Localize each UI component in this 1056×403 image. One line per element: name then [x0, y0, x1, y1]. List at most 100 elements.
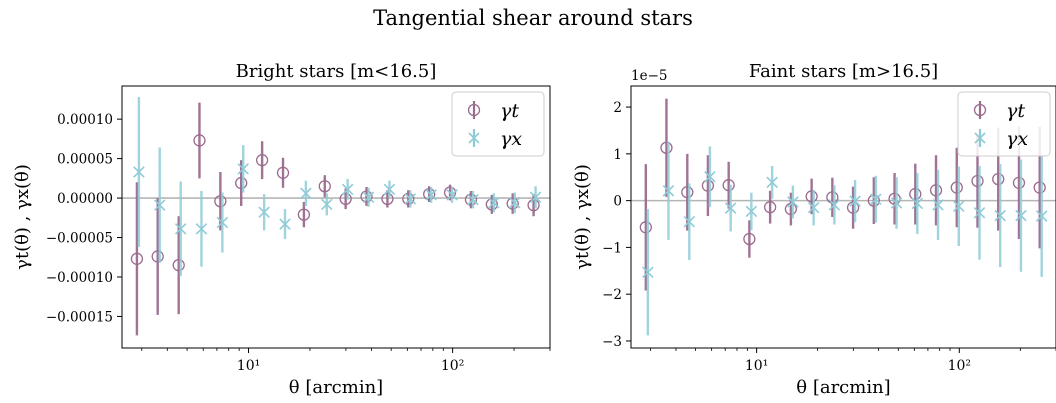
x-tick-label: 10¹: [237, 358, 260, 374]
data-point: [724, 202, 737, 214]
legend-marker-x: [974, 132, 986, 144]
data-point: [214, 195, 227, 208]
data-point: [341, 183, 354, 196]
legend-label: γx: [500, 128, 522, 150]
legend-frame: [451, 91, 545, 157]
data-point: [488, 197, 500, 209]
gamma-x-series: [642, 141, 1048, 336]
y-offset-text: 1e−5: [631, 68, 667, 84]
data-point: [929, 184, 943, 197]
data-point: [1012, 176, 1026, 189]
data-point: [508, 197, 521, 209]
data-point: [425, 189, 437, 201]
data-point: [258, 206, 270, 219]
data-point: [321, 198, 333, 211]
faint-stars-panel: 10¹ 10² 2 1 0 −1 −2 −3 1e−5 Faint stars [m>16.5] θ…: [572, 61, 1056, 398]
axes-frame: [630, 85, 1056, 349]
y-tick-label: −0.00015: [46, 309, 113, 325]
data-point: [193, 134, 206, 147]
y-axis-label: γt(θ) , γx(θ): [12, 164, 33, 270]
axes-frame: [121, 85, 551, 349]
data-point: [662, 185, 675, 197]
data-point: [1015, 209, 1027, 222]
legend: γt γx: [451, 91, 545, 157]
data-point: [300, 187, 312, 200]
legend: γt γx: [957, 91, 1051, 157]
data-point: [909, 187, 922, 201]
data-point: [467, 193, 479, 206]
data-point: [807, 201, 820, 214]
data-point: [404, 193, 417, 205]
legend-frame: [957, 91, 1051, 157]
y-tick-label: 0.00010: [57, 112, 113, 128]
data-point: [639, 221, 652, 234]
data-point: [1035, 210, 1048, 222]
x-tick-label: 10¹: [745, 358, 768, 374]
data-point: [870, 193, 882, 205]
y-tick-label: −3: [602, 334, 622, 350]
plot-area: [122, 97, 550, 336]
data-point: [318, 180, 331, 193]
plot-area: [631, 98, 1056, 336]
data-point: [423, 187, 436, 201]
x-axis-label: θ [arcmin]: [289, 377, 383, 398]
y-tick-label: 0.00000: [57, 191, 113, 207]
x-axis-label: θ [arcmin]: [796, 377, 890, 398]
data-point: [722, 179, 735, 192]
data-point: [763, 201, 777, 214]
legend-marker-x: [468, 132, 480, 144]
data-point: [994, 209, 1006, 222]
bright-stars-panel: 10¹ 10² 0.00010 0.00005 0.00000 −0.00005 −0.00…: [12, 61, 551, 398]
data-point: [464, 193, 478, 206]
data-point: [279, 218, 291, 230]
legend-label: γt: [1006, 100, 1025, 122]
data-point: [766, 176, 778, 189]
data-point: [828, 199, 841, 211]
data-point: [360, 190, 373, 203]
data-point: [849, 195, 861, 207]
data-point: [950, 181, 963, 194]
y-axis: 0.00010 0.00005 0.00000 −0.00005 −0.00010 −0.…: [46, 112, 122, 325]
y-tick-label: −0.00005: [46, 231, 113, 247]
data-point: [529, 191, 542, 204]
data-point: [381, 192, 394, 205]
data-point: [153, 199, 166, 211]
data-point: [992, 172, 1005, 186]
data-point: [701, 179, 715, 192]
legend-marker-circle: [467, 103, 481, 117]
data-point: [339, 192, 352, 205]
data-point: [130, 252, 144, 265]
legend-label: γx: [1006, 128, 1028, 150]
y-tick-label: 2: [613, 100, 622, 116]
data-point: [506, 197, 519, 210]
gamma-t-series: [639, 98, 1046, 291]
data-point: [443, 186, 457, 199]
panel-title: Bright stars [m<16.5]: [236, 61, 437, 82]
y-tick-label: 0.00005: [57, 152, 113, 168]
data-point: [362, 191, 375, 204]
x-axis: 10¹ 10²: [141, 348, 551, 374]
data-point: [681, 186, 694, 199]
gamma-x-series: [133, 97, 542, 277]
legend-marker-circle: [973, 103, 987, 117]
data-point: [237, 163, 249, 175]
data-point: [151, 250, 164, 263]
y-tick-label: −1: [602, 240, 622, 256]
data-point: [642, 266, 654, 278]
data-point: [1033, 181, 1046, 194]
y-tick-label: 1: [613, 147, 622, 163]
x-tick-label: 10²: [441, 358, 464, 374]
data-point: [743, 232, 756, 246]
data-point: [973, 207, 986, 219]
y-tick-label: 0: [613, 194, 622, 210]
y-axis: 2 1 0 −1 −2 −3: [602, 100, 631, 350]
panel-title: Faint stars [m>16.5]: [749, 61, 938, 82]
data-point: [932, 199, 944, 211]
figure-title: Tangential shear around stars: [373, 6, 693, 30]
data-point: [195, 223, 208, 235]
data-point: [297, 208, 311, 221]
data-point: [255, 154, 269, 167]
data-point: [911, 197, 924, 210]
data-point: [805, 190, 818, 203]
